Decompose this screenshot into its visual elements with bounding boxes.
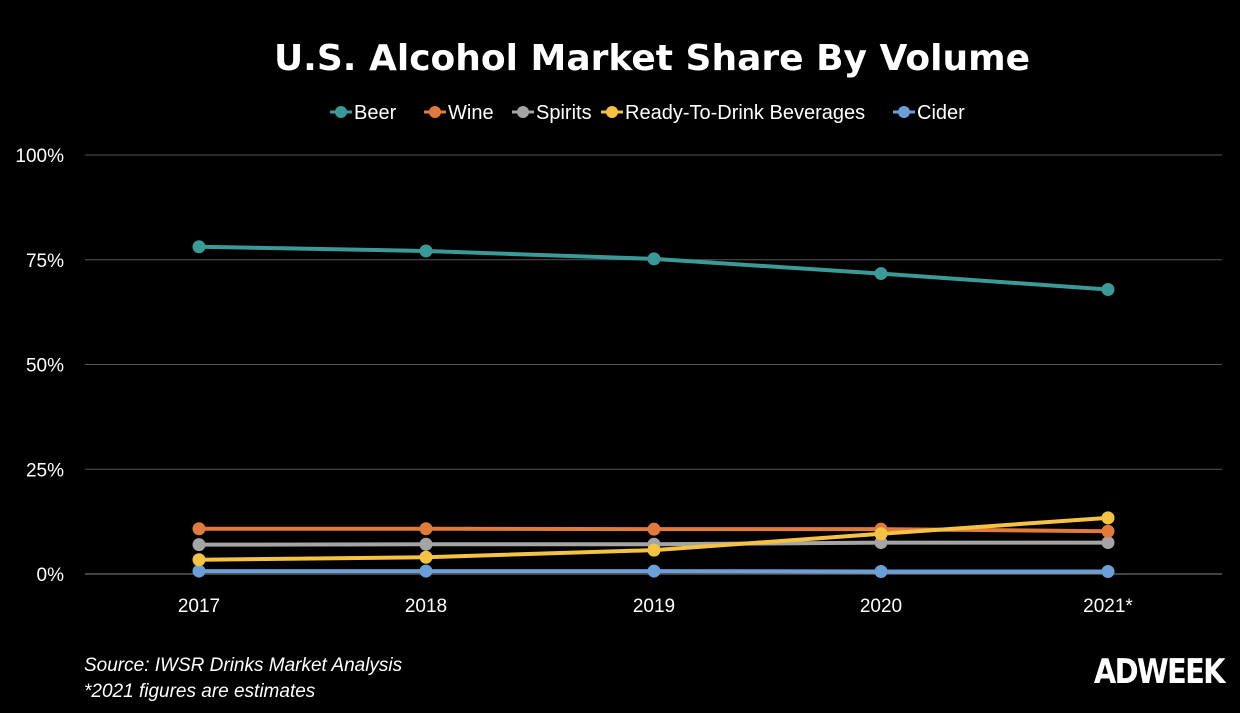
adweek-logo: ADWEEK bbox=[1094, 652, 1226, 692]
data-point bbox=[1101, 536, 1115, 550]
y-tick-label: 75% bbox=[26, 251, 64, 272]
legend-item: Ready-To-Drink Beverages bbox=[601, 102, 865, 124]
series-group bbox=[192, 240, 1115, 578]
x-axis: 2017 2018 2019 2020 2021* bbox=[178, 596, 1134, 617]
legend-marker-icon bbox=[898, 106, 910, 118]
legend-item: Cider bbox=[893, 102, 965, 124]
data-point bbox=[1101, 564, 1115, 578]
series-cider bbox=[192, 564, 1115, 578]
data-point bbox=[192, 553, 206, 567]
y-tick-label: 100% bbox=[15, 146, 64, 167]
source-note: Source: IWSR Drinks Market Analysis bbox=[84, 655, 403, 676]
data-point bbox=[1101, 282, 1115, 296]
legend-marker-icon bbox=[429, 106, 441, 118]
estimate-note: *2021 figures are estimates bbox=[84, 681, 316, 702]
grid: 0% 25% 50% 75% 100% bbox=[15, 146, 1222, 586]
data-point bbox=[192, 538, 206, 552]
legend-label: Spirits bbox=[536, 102, 592, 124]
x-tick-label: 2017 bbox=[178, 596, 220, 617]
data-point bbox=[874, 527, 888, 541]
data-point bbox=[192, 564, 206, 578]
x-tick-label: 2021* bbox=[1083, 596, 1133, 617]
legend-label: Ready-To-Drink Beverages bbox=[625, 102, 865, 124]
data-point bbox=[419, 537, 433, 551]
legend-item: Spirits bbox=[512, 102, 592, 124]
data-point bbox=[647, 522, 661, 536]
legend-item: Wine bbox=[424, 102, 494, 124]
data-point bbox=[192, 522, 206, 536]
series-ready-to-drink-beverages bbox=[192, 511, 1115, 567]
series-wine bbox=[192, 522, 1115, 538]
y-tick-label: 0% bbox=[37, 565, 65, 586]
data-point bbox=[419, 564, 433, 578]
legend-item: Beer bbox=[330, 102, 397, 124]
x-tick-label: 2020 bbox=[860, 596, 902, 617]
data-point bbox=[647, 564, 661, 578]
data-point bbox=[874, 267, 888, 281]
series-beer bbox=[192, 240, 1115, 296]
data-point bbox=[419, 244, 433, 258]
data-point bbox=[874, 564, 888, 578]
y-tick-label: 25% bbox=[26, 460, 64, 481]
chart-title: U.S. Alcohol Market Share By Volume bbox=[274, 38, 1030, 79]
legend-label: Beer bbox=[354, 102, 397, 124]
legend-label: Wine bbox=[448, 102, 494, 124]
x-tick-label: 2018 bbox=[405, 596, 447, 617]
data-point bbox=[419, 522, 433, 536]
data-point bbox=[1101, 511, 1115, 525]
legend-marker-icon bbox=[335, 106, 347, 118]
x-tick-label: 2019 bbox=[633, 596, 675, 617]
legend-label: Cider bbox=[917, 102, 965, 124]
data-point bbox=[647, 252, 661, 266]
data-point bbox=[192, 240, 206, 254]
legend-marker-icon bbox=[517, 106, 529, 118]
data-point bbox=[419, 550, 433, 564]
y-tick-label: 50% bbox=[26, 356, 64, 377]
legend-marker-icon bbox=[606, 106, 618, 118]
data-point bbox=[1101, 524, 1115, 538]
legend: Beer Wine Spirits Ready-To-Drink Beverages C… bbox=[330, 102, 965, 124]
data-point bbox=[647, 543, 661, 557]
